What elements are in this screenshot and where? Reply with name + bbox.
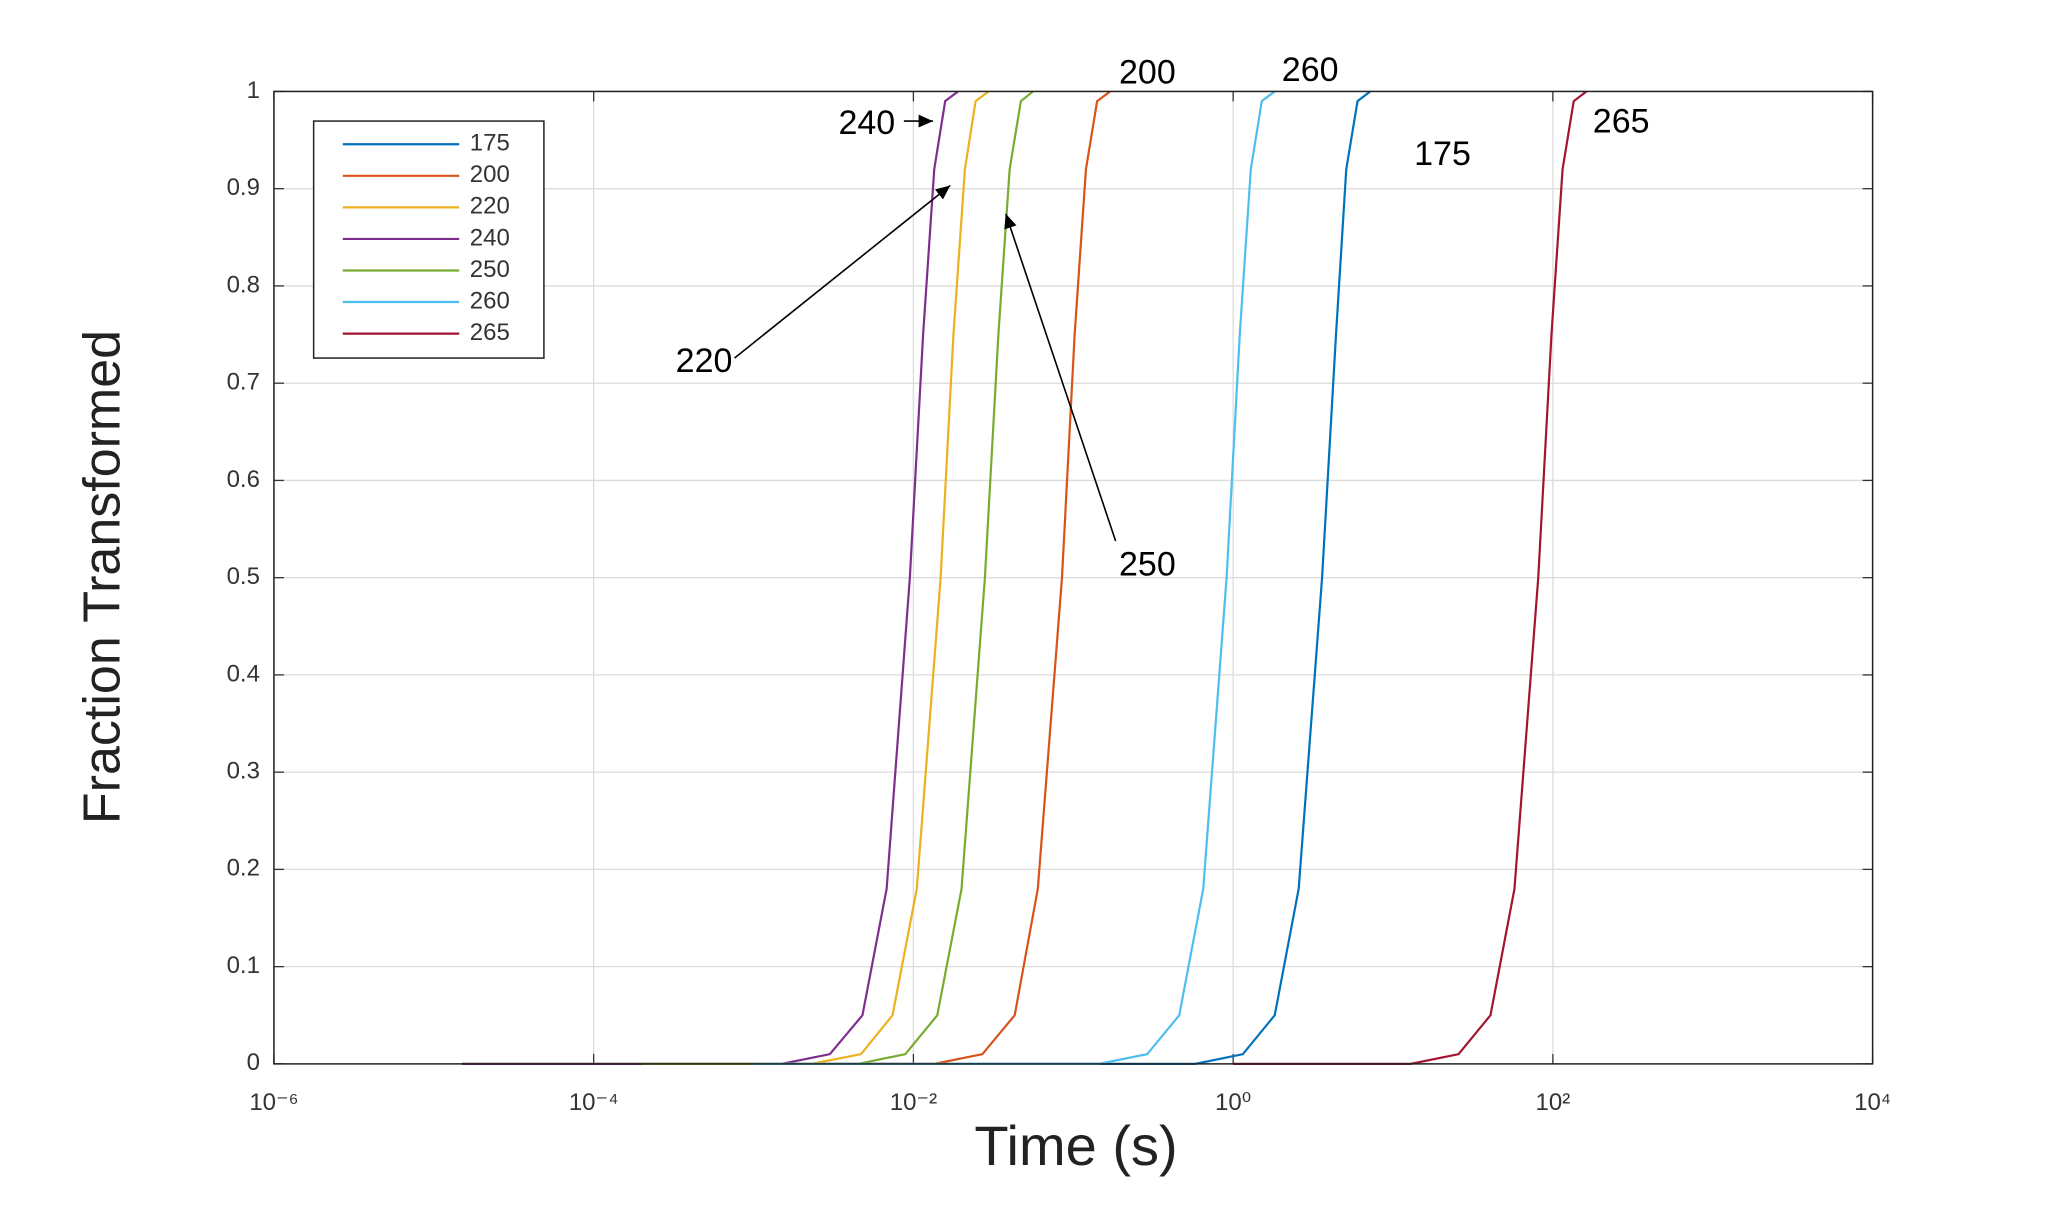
annotation: 200 (1119, 54, 1176, 92)
y-tick-label: 0.2 (227, 855, 260, 882)
y-tick-label: 0.7 (227, 369, 260, 396)
y-tick-label: 0.9 (227, 174, 260, 201)
legend: 175 200 220 240 250 260 265 (312, 120, 545, 359)
x-axis-label: Time (s) (974, 1114, 1177, 1177)
annotation: 260 (1282, 51, 1339, 89)
plot-frame (273, 90, 1874, 1065)
x-tick-label: 10⁻² (890, 1089, 937, 1116)
annotation: 240 (838, 104, 895, 142)
y-tick-label: 1 (247, 77, 260, 104)
series-line (753, 90, 1276, 1065)
annotation: 220 (676, 342, 733, 380)
series-line (753, 90, 1111, 1065)
legend-label: 200 (470, 161, 510, 188)
series-line (1233, 90, 1588, 1065)
y-tick-label: 0.8 (227, 271, 260, 298)
annotation: 250 (1119, 546, 1176, 584)
y-tick-label: 0 (247, 1049, 260, 1076)
series-line (641, 90, 1034, 1065)
x-tick-label: 10⁰ (1215, 1089, 1251, 1116)
legend-label: 220 (470, 193, 510, 220)
annotation: 265 (1593, 103, 1650, 141)
legend-label: 265 (470, 319, 510, 346)
y-tick-label: 0.6 (227, 466, 260, 493)
y-tick-label: 0.4 (227, 660, 260, 687)
x-tick-label: 10⁴ (1854, 1089, 1891, 1116)
y-tick-label: 0.3 (227, 757, 260, 784)
annotation-arrow (1004, 213, 1117, 542)
annotation-arrow (733, 184, 951, 359)
y-tick-label: 0.5 (227, 563, 260, 590)
x-tick-label: 10⁻⁴ (569, 1089, 619, 1116)
annotation: 175 (1414, 135, 1471, 173)
series-line (753, 90, 1371, 1065)
y-tick-label: 0.1 (227, 952, 260, 979)
legend-label: 175 (470, 130, 510, 157)
series-line (461, 90, 990, 1065)
series-line (461, 90, 959, 1065)
x-tick-label: 10⁻⁶ (249, 1089, 298, 1116)
legend-label: 240 (470, 224, 510, 251)
y-axis-label: Fraction Transformed (74, 330, 132, 824)
x-tick-label: 10² (1536, 1089, 1571, 1116)
legend-label: 260 (470, 287, 510, 314)
legend-label: 250 (470, 256, 510, 283)
